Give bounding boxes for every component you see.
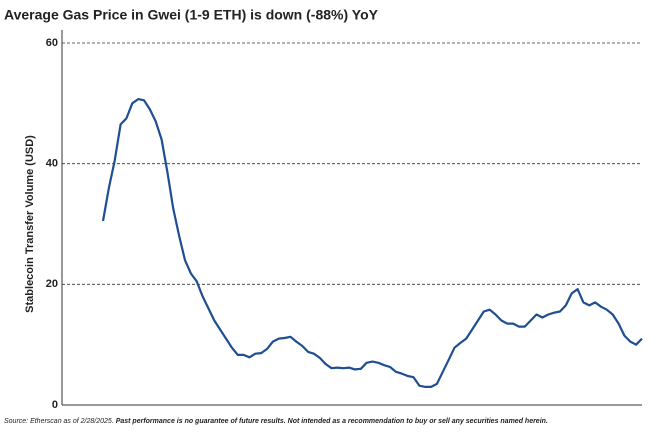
- line: [101, 98, 643, 388]
- y-axis-label: Stablecoin Transfer Volume (USD): [24, 135, 36, 313]
- chart-title: Average Gas Price in Gwei (1-9 ETH) is d…: [4, 7, 379, 23]
- y-tick-label: 20: [46, 278, 58, 290]
- source: Source: Etherscan as of 2/28/2025.: [4, 418, 114, 425]
- y-tick-label: 60: [46, 37, 58, 49]
- footnote: Source: Etherscan as of 2/28/2025. Past …: [4, 418, 548, 425]
- disclaimer: Past performance is no guarantee of futu…: [116, 418, 548, 425]
- y-tick-label: 40: [46, 158, 58, 170]
- y-tick-label: 0: [52, 399, 58, 411]
